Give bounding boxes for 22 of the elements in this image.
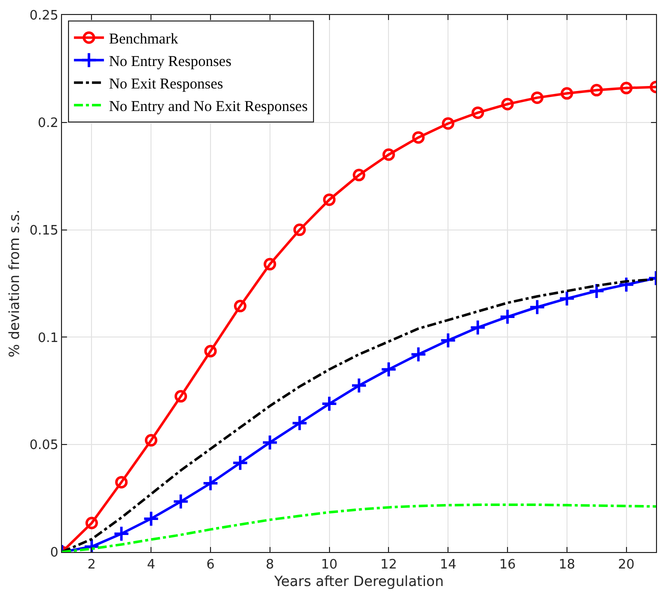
y-tick-label: 0.15 <box>29 223 58 238</box>
x-axis-title: Years after Deregulation <box>273 574 444 590</box>
y-axis-title: % deviation from s.s. <box>7 210 24 358</box>
legend-label: No Entry and No Exit Responses <box>108 98 308 115</box>
x-tick-label: 2 <box>88 558 96 573</box>
x-tick-label: 20 <box>618 558 635 573</box>
y-tick-label: 0.1 <box>38 330 58 346</box>
x-tick-label: 8 <box>266 558 274 573</box>
x-tick-label: 6 <box>206 558 215 573</box>
legend-label: No Exit Responses <box>108 76 224 92</box>
legend-label: Benchmark <box>108 31 179 48</box>
x-tick-label: 18 <box>558 558 576 573</box>
x-tick-label: 12 <box>380 558 397 573</box>
y-tick-label: 0.25 <box>29 8 58 24</box>
legend-label: No Entry Responses <box>108 54 232 70</box>
y-tick-label: 0.05 <box>29 438 58 454</box>
x-tick-label: 4 <box>146 558 156 573</box>
y-tick-label: 0 <box>50 546 58 561</box>
x-tick-label: 16 <box>499 558 516 573</box>
x-tick-label: 14 <box>440 558 456 573</box>
x-tick-label: 10 <box>321 558 338 573</box>
y-tick-label: 0.2 <box>38 116 58 131</box>
